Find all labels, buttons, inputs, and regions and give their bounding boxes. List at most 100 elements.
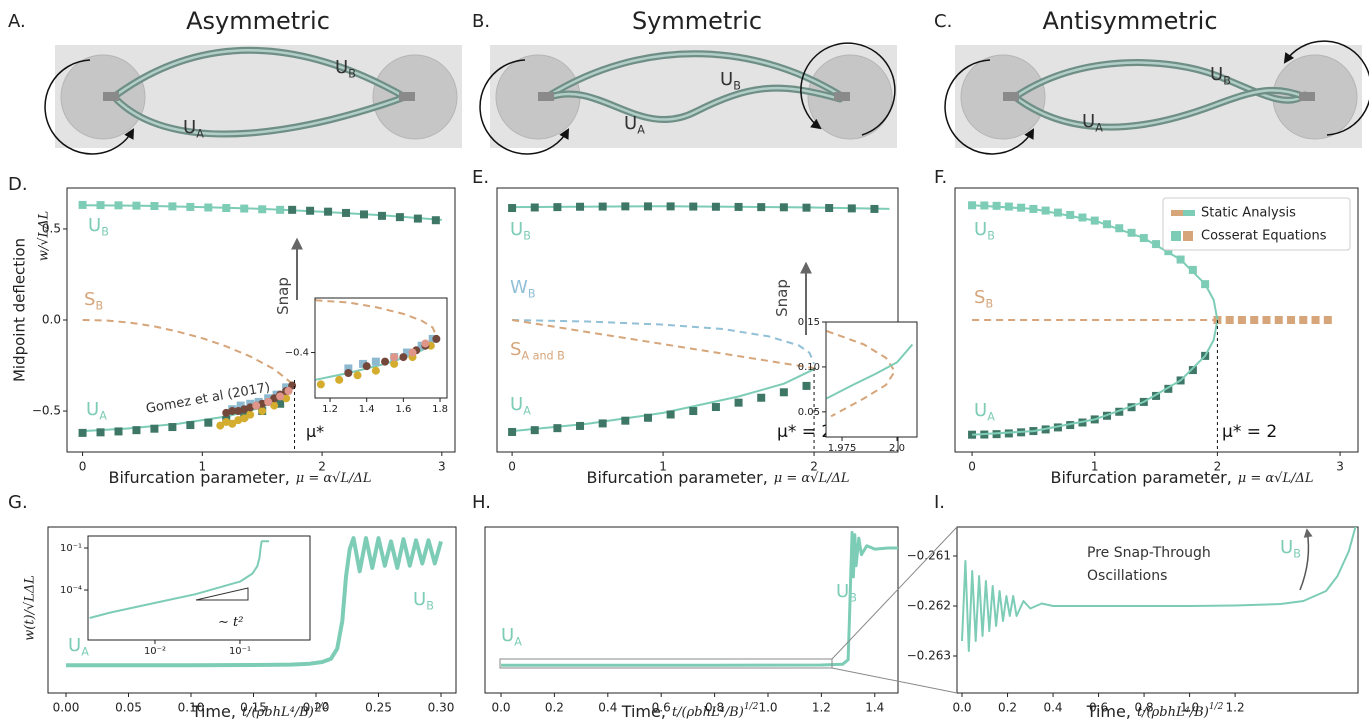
circle-marker: [252, 401, 261, 410]
y-tick-label: −0.262: [907, 599, 951, 613]
annotation: UA: [1082, 111, 1103, 134]
elastic-strip-highlight: [114, 49, 406, 99]
annotation-subscript: B: [987, 229, 995, 242]
annotation: Pre Snap-Through: [1087, 545, 1211, 561]
annotation-subscript: A: [1095, 121, 1103, 134]
square-marker: [132, 426, 141, 435]
square-marker: [240, 204, 249, 213]
square-marker: [344, 364, 353, 373]
line: [512, 368, 815, 433]
series-group: [508, 202, 890, 436]
annotation-subscript: A: [523, 404, 531, 417]
circle-marker: [381, 357, 390, 366]
annotation-subscript: A: [637, 123, 645, 136]
x-tick-label: 0.8: [1135, 701, 1154, 715]
square-marker: [1152, 240, 1161, 249]
annotation-subscript: A: [514, 635, 522, 648]
square-marker: [870, 204, 879, 213]
x-axis-label: Time, t/(ρbhL⁴/B)1/2: [1086, 702, 1224, 721]
square-marker: [734, 398, 743, 407]
square-marker: [1152, 391, 1161, 400]
annotation: UA: [624, 113, 645, 136]
x-axis-label-exponent: 1/2: [314, 702, 329, 712]
x-tick-label: 3: [1336, 460, 1344, 474]
legend-swatch: [1183, 210, 1195, 216]
x-tick-label: 1.2: [812, 701, 831, 715]
annotation-text: U: [1082, 111, 1095, 132]
square-marker: [1274, 316, 1283, 324]
annotation: UB: [1280, 537, 1301, 560]
circle-marker: [335, 375, 344, 384]
annotation-text: U: [86, 399, 99, 420]
square-marker: [621, 416, 630, 425]
x-tick-label: 0.8: [705, 701, 724, 715]
annotation-text: U: [836, 581, 849, 602]
square-marker: [779, 388, 788, 397]
x-axis-label-math: t/(ρbhL⁴/B): [242, 705, 314, 720]
x-tick-label: 0.4: [1043, 701, 1062, 715]
x-tick-label: 0: [968, 460, 976, 474]
square-marker: [621, 202, 630, 211]
square-marker: [825, 204, 834, 213]
x-tick-label: 2.0: [889, 443, 905, 454]
annotation-subscript: A: [987, 410, 995, 423]
annotation-text: ∼ t²: [218, 615, 243, 630]
x-axis-label-math: t/(ρbhL⁴/B): [1137, 705, 1209, 720]
square-marker: [530, 203, 539, 212]
square-marker: [114, 201, 123, 210]
plot-frame: [956, 526, 1359, 694]
annotation-text: μ* = 2: [777, 422, 832, 442]
rotation-arrow: [944, 59, 1035, 155]
annotation: SB: [974, 287, 993, 310]
x-tick-label: 1.2: [1226, 701, 1245, 715]
circle-marker: [421, 339, 430, 348]
annotation-text: U: [720, 69, 733, 90]
elastic-strip-highlight: [549, 86, 841, 121]
square-marker: [306, 206, 315, 215]
circle-marker: [362, 362, 371, 371]
annotation: UA: [183, 117, 204, 140]
legend-swatch: [1171, 210, 1183, 216]
clamp: [538, 92, 554, 101]
annotation: Oscillations: [1087, 568, 1167, 584]
y-tick-label: 0.0: [42, 313, 61, 327]
annotation: μ*: [306, 422, 324, 441]
square-marker: [150, 202, 159, 211]
annotation: ∼ t²: [218, 615, 243, 630]
square-marker: [96, 201, 105, 210]
y-tick-label: −0.4: [285, 348, 309, 359]
x-tick-label: 2: [810, 460, 818, 474]
annotation: UB: [836, 581, 857, 604]
panel-label: H.: [472, 492, 491, 513]
square-marker: [1115, 224, 1124, 233]
x-tick-label: 0.6: [652, 701, 671, 715]
square-marker: [403, 348, 412, 357]
x-axis-label-math: μ = α√L/ΔL: [1238, 471, 1314, 486]
square-marker: [1225, 316, 1234, 324]
panel-label: F.: [934, 167, 947, 188]
annotation-subscript: B: [348, 67, 356, 80]
square-marker: [802, 381, 811, 390]
decoration: [831, 526, 958, 660]
x-tick-label: 1.2: [322, 404, 338, 415]
x-tick-label: 1.8: [432, 404, 448, 415]
x-tick-label: 1.975: [828, 443, 857, 454]
decoration: [1299, 528, 1313, 591]
square-marker: [359, 210, 368, 219]
square-marker: [78, 200, 87, 209]
annotation-subscript: B: [95, 299, 103, 312]
square-marker: [258, 205, 267, 214]
line: [66, 536, 443, 668]
annotation: Snap: [274, 277, 292, 315]
clamp: [1003, 92, 1019, 101]
x-axis-label-text: Bifurcation parameter,: [1050, 468, 1231, 487]
square-marker: [643, 202, 652, 211]
square-marker: [254, 397, 263, 406]
square-marker: [847, 204, 856, 213]
annotation: UB: [974, 219, 995, 242]
annotation-text: μ* = 2: [1222, 422, 1277, 442]
line: [826, 343, 914, 400]
square-marker: [666, 410, 675, 419]
annotation-text: Snap: [274, 277, 292, 315]
